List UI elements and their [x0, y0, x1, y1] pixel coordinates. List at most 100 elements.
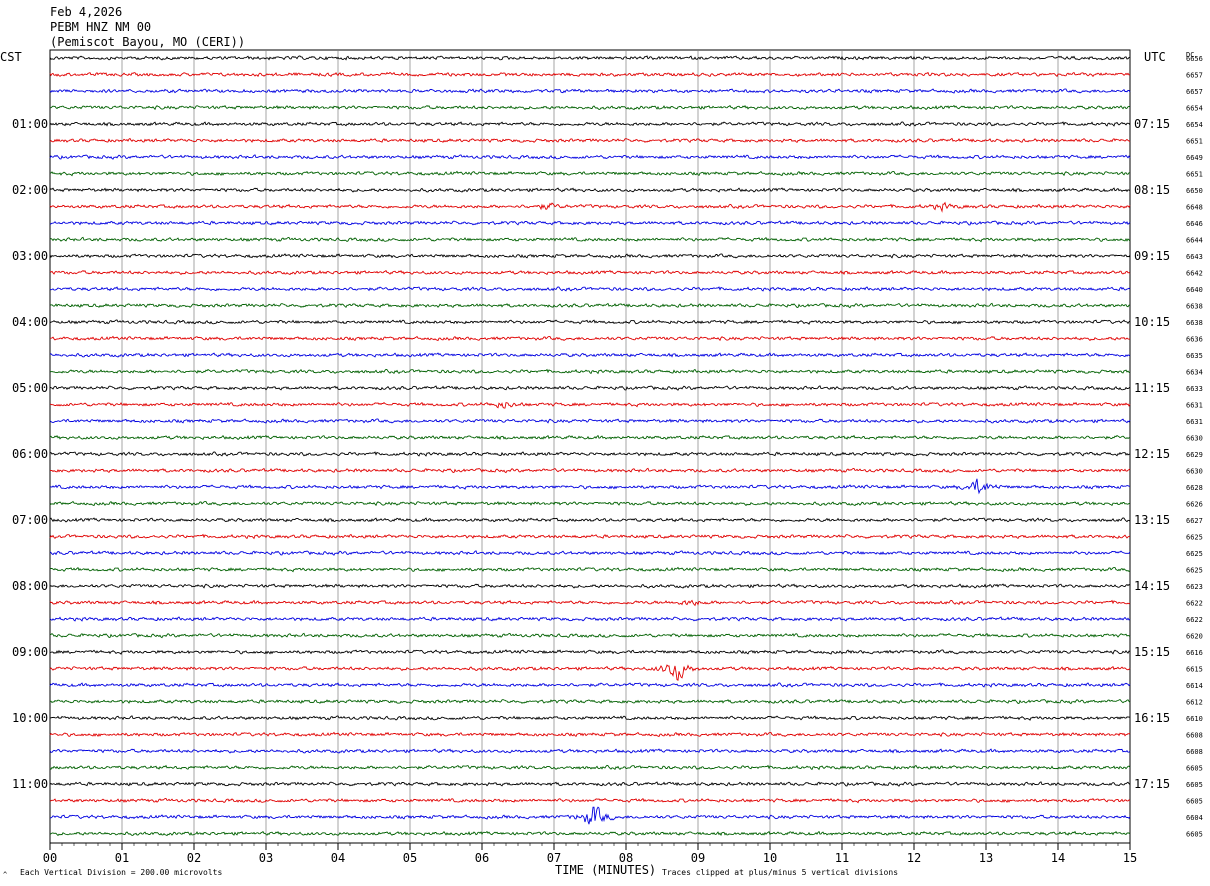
dc-offset-label: 6638: [1186, 303, 1203, 311]
dc-offset-label: 6631: [1186, 418, 1203, 426]
station-label: PEBM HNZ NM 00: [50, 20, 151, 34]
x-tick-label: 06: [475, 851, 489, 865]
trace-line: [49, 748, 1131, 754]
trace-line: [49, 806, 1131, 825]
dc-offset-label: 6651: [1186, 138, 1203, 146]
dc-offset-label: 6608: [1186, 732, 1203, 740]
right-time-label: 16:15: [1134, 711, 1170, 725]
right-time-label: 07:15: [1134, 117, 1170, 131]
dc-offset-label: 6640: [1186, 286, 1203, 294]
x-tick-label: 03: [259, 851, 273, 865]
dc-offset-label: 6605: [1186, 798, 1203, 806]
x-tick-label: 14: [1051, 851, 1065, 865]
left-time-label: 10:00: [12, 711, 48, 725]
dc-offset-label: 6622: [1186, 600, 1203, 608]
dc-offset-label: 6657: [1186, 88, 1203, 96]
x-tick-label: 11: [835, 851, 849, 865]
x-tick-label: 00: [43, 851, 57, 865]
left-time-label: 11:00: [12, 777, 48, 791]
trace-line: [49, 797, 1131, 804]
trace-line: [49, 302, 1131, 309]
dc-offset-label: 6644: [1186, 237, 1203, 245]
x-tick-label: 01: [115, 851, 129, 865]
dc-offset-label: 6651: [1186, 171, 1203, 179]
x-tick-label: 08: [619, 851, 633, 865]
trace-line: [49, 599, 1131, 607]
dc-offset-label: 6610: [1186, 715, 1203, 723]
trace-line: [49, 830, 1131, 837]
dc-offset-label: 6649: [1186, 154, 1203, 162]
dc-offset-label: 6628: [1186, 484, 1203, 492]
dc-offset-label: 6612: [1186, 699, 1203, 707]
dc-offset-label: 6626: [1186, 501, 1203, 509]
trace-line: [49, 664, 1131, 681]
dc-offset-label: 6638: [1186, 319, 1203, 327]
right-time-label: 15:15: [1134, 645, 1170, 659]
dc-offset-label: 6635: [1186, 352, 1203, 360]
right-time-label: 13:15: [1134, 513, 1170, 527]
dc-offset-label: 6648: [1186, 204, 1203, 212]
dc-offset-label: 6625: [1186, 550, 1203, 558]
dc-offset-label: 6614: [1186, 682, 1203, 690]
dc-offset-label: 6643: [1186, 253, 1203, 261]
trace-line: [49, 401, 1131, 409]
date-label: Feb 4,2026: [50, 5, 122, 19]
dc-offset-label: 6629: [1186, 451, 1203, 459]
x-tick-label: 04: [331, 851, 345, 865]
dc-offset-label: 6625: [1186, 567, 1203, 575]
trace-line: [49, 764, 1131, 771]
right-time-label: 08:15: [1134, 183, 1170, 197]
left-time-label: 04:00: [12, 315, 48, 329]
dc-offset-label: 6605: [1186, 765, 1203, 773]
dc-offset-label: 6630: [1186, 435, 1203, 443]
trace-line: [49, 682, 1131, 688]
trace-line: [49, 335, 1131, 342]
trace-line: [49, 104, 1131, 111]
dc-offset-label: 6630: [1186, 468, 1203, 476]
seismic-traces: [49, 55, 1131, 837]
x-axis-ticks: 00 01 02 03 04 05 06 07 08 09 10 11 12 13 14 15: [43, 843, 1137, 865]
dc-offset-label: 6605: [1186, 781, 1203, 789]
dc-offset-label: 6615: [1186, 666, 1203, 674]
left-time-label: 09:00: [12, 645, 48, 659]
trace-line: [49, 698, 1131, 705]
trace-line: [49, 71, 1131, 78]
trace-line: [49, 88, 1131, 94]
location-label: (Pemiscot Bayou, MO (CERI)): [50, 35, 245, 49]
dc-offset-label: 6654: [1186, 105, 1203, 113]
trace-line: [49, 187, 1131, 193]
trace-line: [49, 731, 1131, 738]
right-time-label: 10:15: [1134, 315, 1170, 329]
trace-line: [49, 137, 1131, 144]
trace-line: [49, 781, 1131, 787]
dc-offset-label: 6656: [1186, 55, 1203, 63]
left-time-labels: 01:00 02:00 03:00 04:00 05:00 06:00 07:00 08:00…: [12, 117, 48, 791]
x-tick-label: 02: [187, 851, 201, 865]
left-time-label: 03:00: [12, 249, 48, 263]
left-time-label: 07:00: [12, 513, 48, 527]
left-time-label: 02:00: [12, 183, 48, 197]
right-time-label: 17:15: [1134, 777, 1170, 791]
x-tick-label: 13: [979, 851, 993, 865]
trace-line: [49, 550, 1131, 556]
dc-offset-label: 6654: [1186, 121, 1203, 129]
trace-line: [49, 253, 1131, 259]
trace-line: [49, 286, 1131, 292]
trace-line: [49, 385, 1131, 391]
dc-offset-label: 6646: [1186, 220, 1203, 228]
plot-frame: [49, 49, 1131, 844]
right-time-labels: 07:15 08:15 09:15 10:15 11:15 12:15 13:15 14:15…: [1134, 117, 1170, 791]
right-time-label: 09:15: [1134, 249, 1170, 263]
trace-line: [49, 352, 1131, 358]
dc-offset-label: 6608: [1186, 748, 1203, 756]
x-tick-label: 10: [763, 851, 777, 865]
dc-offset-label: 6627: [1186, 517, 1203, 525]
trace-line: [49, 220, 1131, 226]
right-time-label: 11:15: [1134, 381, 1170, 395]
dc-offset-label: 6634: [1186, 369, 1203, 377]
trace-line: [49, 154, 1131, 160]
footer-marker: ^: [3, 871, 7, 879]
dc-offset-label: 6623: [1186, 583, 1203, 591]
minute-gridlines: [121, 50, 1059, 843]
